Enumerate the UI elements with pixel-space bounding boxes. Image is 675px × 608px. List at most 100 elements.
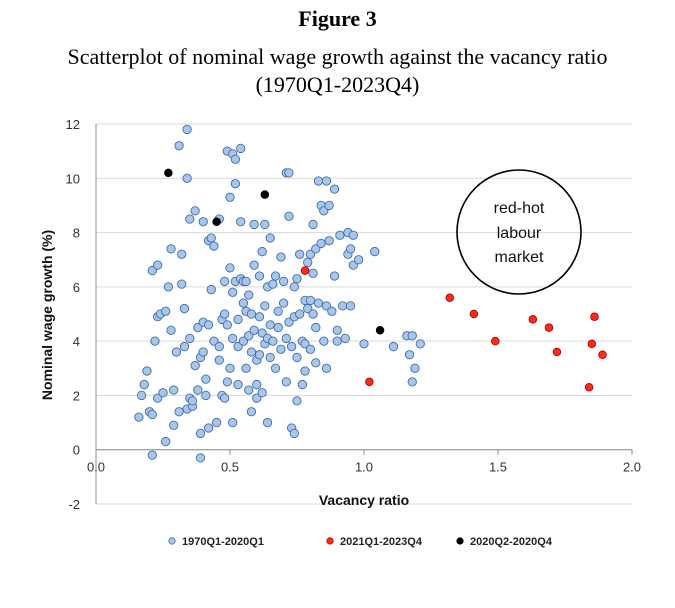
data-point-series-1 bbox=[182, 124, 192, 135]
data-point-series-1 bbox=[257, 328, 267, 338]
data-point-series-1 bbox=[321, 301, 332, 311]
data-point-series-1 bbox=[228, 333, 238, 344]
data-point-series-1 bbox=[193, 385, 203, 395]
data-point-series-1 bbox=[289, 428, 299, 439]
data-point-series-2 bbox=[552, 347, 562, 357]
x-tick-label: 0.5 bbox=[221, 460, 239, 475]
data-point-series-1 bbox=[246, 407, 257, 417]
data-point-series-1 bbox=[166, 244, 176, 254]
data-point-series-1 bbox=[284, 168, 294, 178]
legend-marker-1 bbox=[168, 537, 176, 545]
data-point-series-1 bbox=[316, 238, 326, 249]
data-point-series-1 bbox=[348, 260, 358, 270]
data-point-series-2 bbox=[590, 312, 599, 321]
data-point-series-1 bbox=[319, 206, 329, 216]
data-point-series-1 bbox=[292, 352, 302, 363]
legend-marker-2 bbox=[326, 537, 334, 545]
data-point-series-1 bbox=[300, 339, 310, 349]
data-point-series-1 bbox=[185, 214, 195, 224]
data-point-series-1 bbox=[321, 363, 332, 373]
data-point-series-1 bbox=[177, 249, 187, 259]
data-point-series-1 bbox=[329, 184, 340, 194]
data-point-series-1 bbox=[193, 322, 203, 333]
data-point-series-2 bbox=[365, 377, 374, 387]
data-point-series-2 bbox=[544, 323, 554, 332]
legend-label-3: 2020Q2-2020Q4 bbox=[470, 536, 553, 548]
data-point-series-1 bbox=[187, 396, 198, 406]
data-point-series-1 bbox=[177, 279, 187, 289]
data-point-series-2 bbox=[469, 309, 479, 319]
data-point-series-1 bbox=[174, 141, 184, 151]
data-point-series-1 bbox=[233, 341, 243, 352]
data-point-series-1 bbox=[201, 390, 211, 401]
data-point-series-1 bbox=[404, 350, 415, 360]
data-point-series-1 bbox=[281, 333, 291, 344]
data-point-series-1 bbox=[324, 236, 334, 246]
data-point-series-1 bbox=[246, 347, 257, 357]
data-point-series-1 bbox=[311, 244, 321, 254]
data-point-series-1 bbox=[252, 393, 262, 403]
annotation-circle bbox=[456, 169, 582, 295]
data-point-series-1 bbox=[305, 295, 316, 306]
data-point-series-1 bbox=[388, 341, 399, 352]
data-point-series-1 bbox=[415, 339, 425, 349]
data-point-series-1 bbox=[209, 336, 219, 346]
data-point-series-1 bbox=[134, 412, 144, 422]
data-point-series-1 bbox=[152, 260, 163, 270]
data-point-series-1 bbox=[158, 388, 168, 398]
data-point-series-1 bbox=[276, 252, 286, 262]
data-point-series-1 bbox=[278, 276, 289, 287]
data-point-series-1 bbox=[228, 417, 238, 428]
data-point-series-1 bbox=[201, 374, 211, 384]
data-point-series-1 bbox=[268, 279, 278, 289]
data-point-series-1 bbox=[230, 154, 241, 164]
data-point-series-1 bbox=[308, 219, 318, 230]
data-point-series-1 bbox=[147, 409, 157, 420]
x-tick-label: 1.5 bbox=[489, 460, 507, 475]
data-point-series-1 bbox=[147, 450, 157, 460]
gridlines bbox=[96, 123, 632, 505]
y-tick-label: 12 bbox=[66, 117, 80, 132]
data-point-series-1 bbox=[195, 428, 206, 439]
data-point-series-1 bbox=[185, 333, 195, 344]
data-point-series-2 bbox=[528, 315, 538, 324]
annotation-line-3: market bbox=[495, 249, 544, 266]
data-point-series-1 bbox=[190, 360, 200, 371]
data-point-series-1 bbox=[308, 309, 318, 319]
data-point-series-1 bbox=[284, 317, 294, 327]
legend: 1970Q1-2020Q1 2021Q1-2023Q4 2020Q2-2020Q… bbox=[168, 536, 553, 548]
legend-label-2: 2021Q1-2023Q4 bbox=[340, 536, 423, 548]
data-point-series-1 bbox=[265, 233, 275, 243]
data-point-series-1 bbox=[206, 233, 216, 243]
data-point-series-1 bbox=[332, 325, 342, 335]
data-point-series-1 bbox=[179, 341, 190, 352]
legend-label-1: 1970Q1-2020Q1 bbox=[182, 536, 264, 548]
data-point-series-1 bbox=[244, 331, 254, 341]
data-point-series-1 bbox=[273, 306, 283, 316]
data-point-series-1 bbox=[244, 385, 254, 395]
x-axis-label: Vacancy ratio bbox=[319, 492, 409, 508]
data-point-series-2 bbox=[445, 293, 455, 302]
data-point-series-1 bbox=[329, 271, 340, 281]
data-point-series-1 bbox=[233, 314, 243, 325]
data-point-series-1 bbox=[163, 282, 174, 292]
data-point-series-1 bbox=[246, 309, 257, 319]
data-point-series-1 bbox=[262, 417, 273, 428]
data-point-series-1 bbox=[236, 217, 246, 227]
data-point-series-1 bbox=[161, 306, 171, 316]
data-point-series-2 bbox=[587, 339, 597, 349]
data-point-series-1 bbox=[321, 176, 332, 186]
data-point-series-1 bbox=[284, 211, 294, 221]
data-point-series-1 bbox=[230, 179, 241, 189]
data-point-series-1 bbox=[295, 309, 305, 319]
data-point-series-1 bbox=[222, 377, 232, 387]
data-point-series-1 bbox=[345, 244, 356, 254]
data-point-series-3 bbox=[375, 326, 385, 335]
legend-marker-3 bbox=[456, 537, 464, 545]
data-point-series-1 bbox=[169, 420, 179, 430]
y-tick-label: 6 bbox=[73, 280, 80, 295]
figure-subtitle: (1970Q1-2023Q4) bbox=[255, 72, 420, 97]
data-points bbox=[134, 124, 607, 463]
data-point-series-1 bbox=[238, 298, 249, 308]
